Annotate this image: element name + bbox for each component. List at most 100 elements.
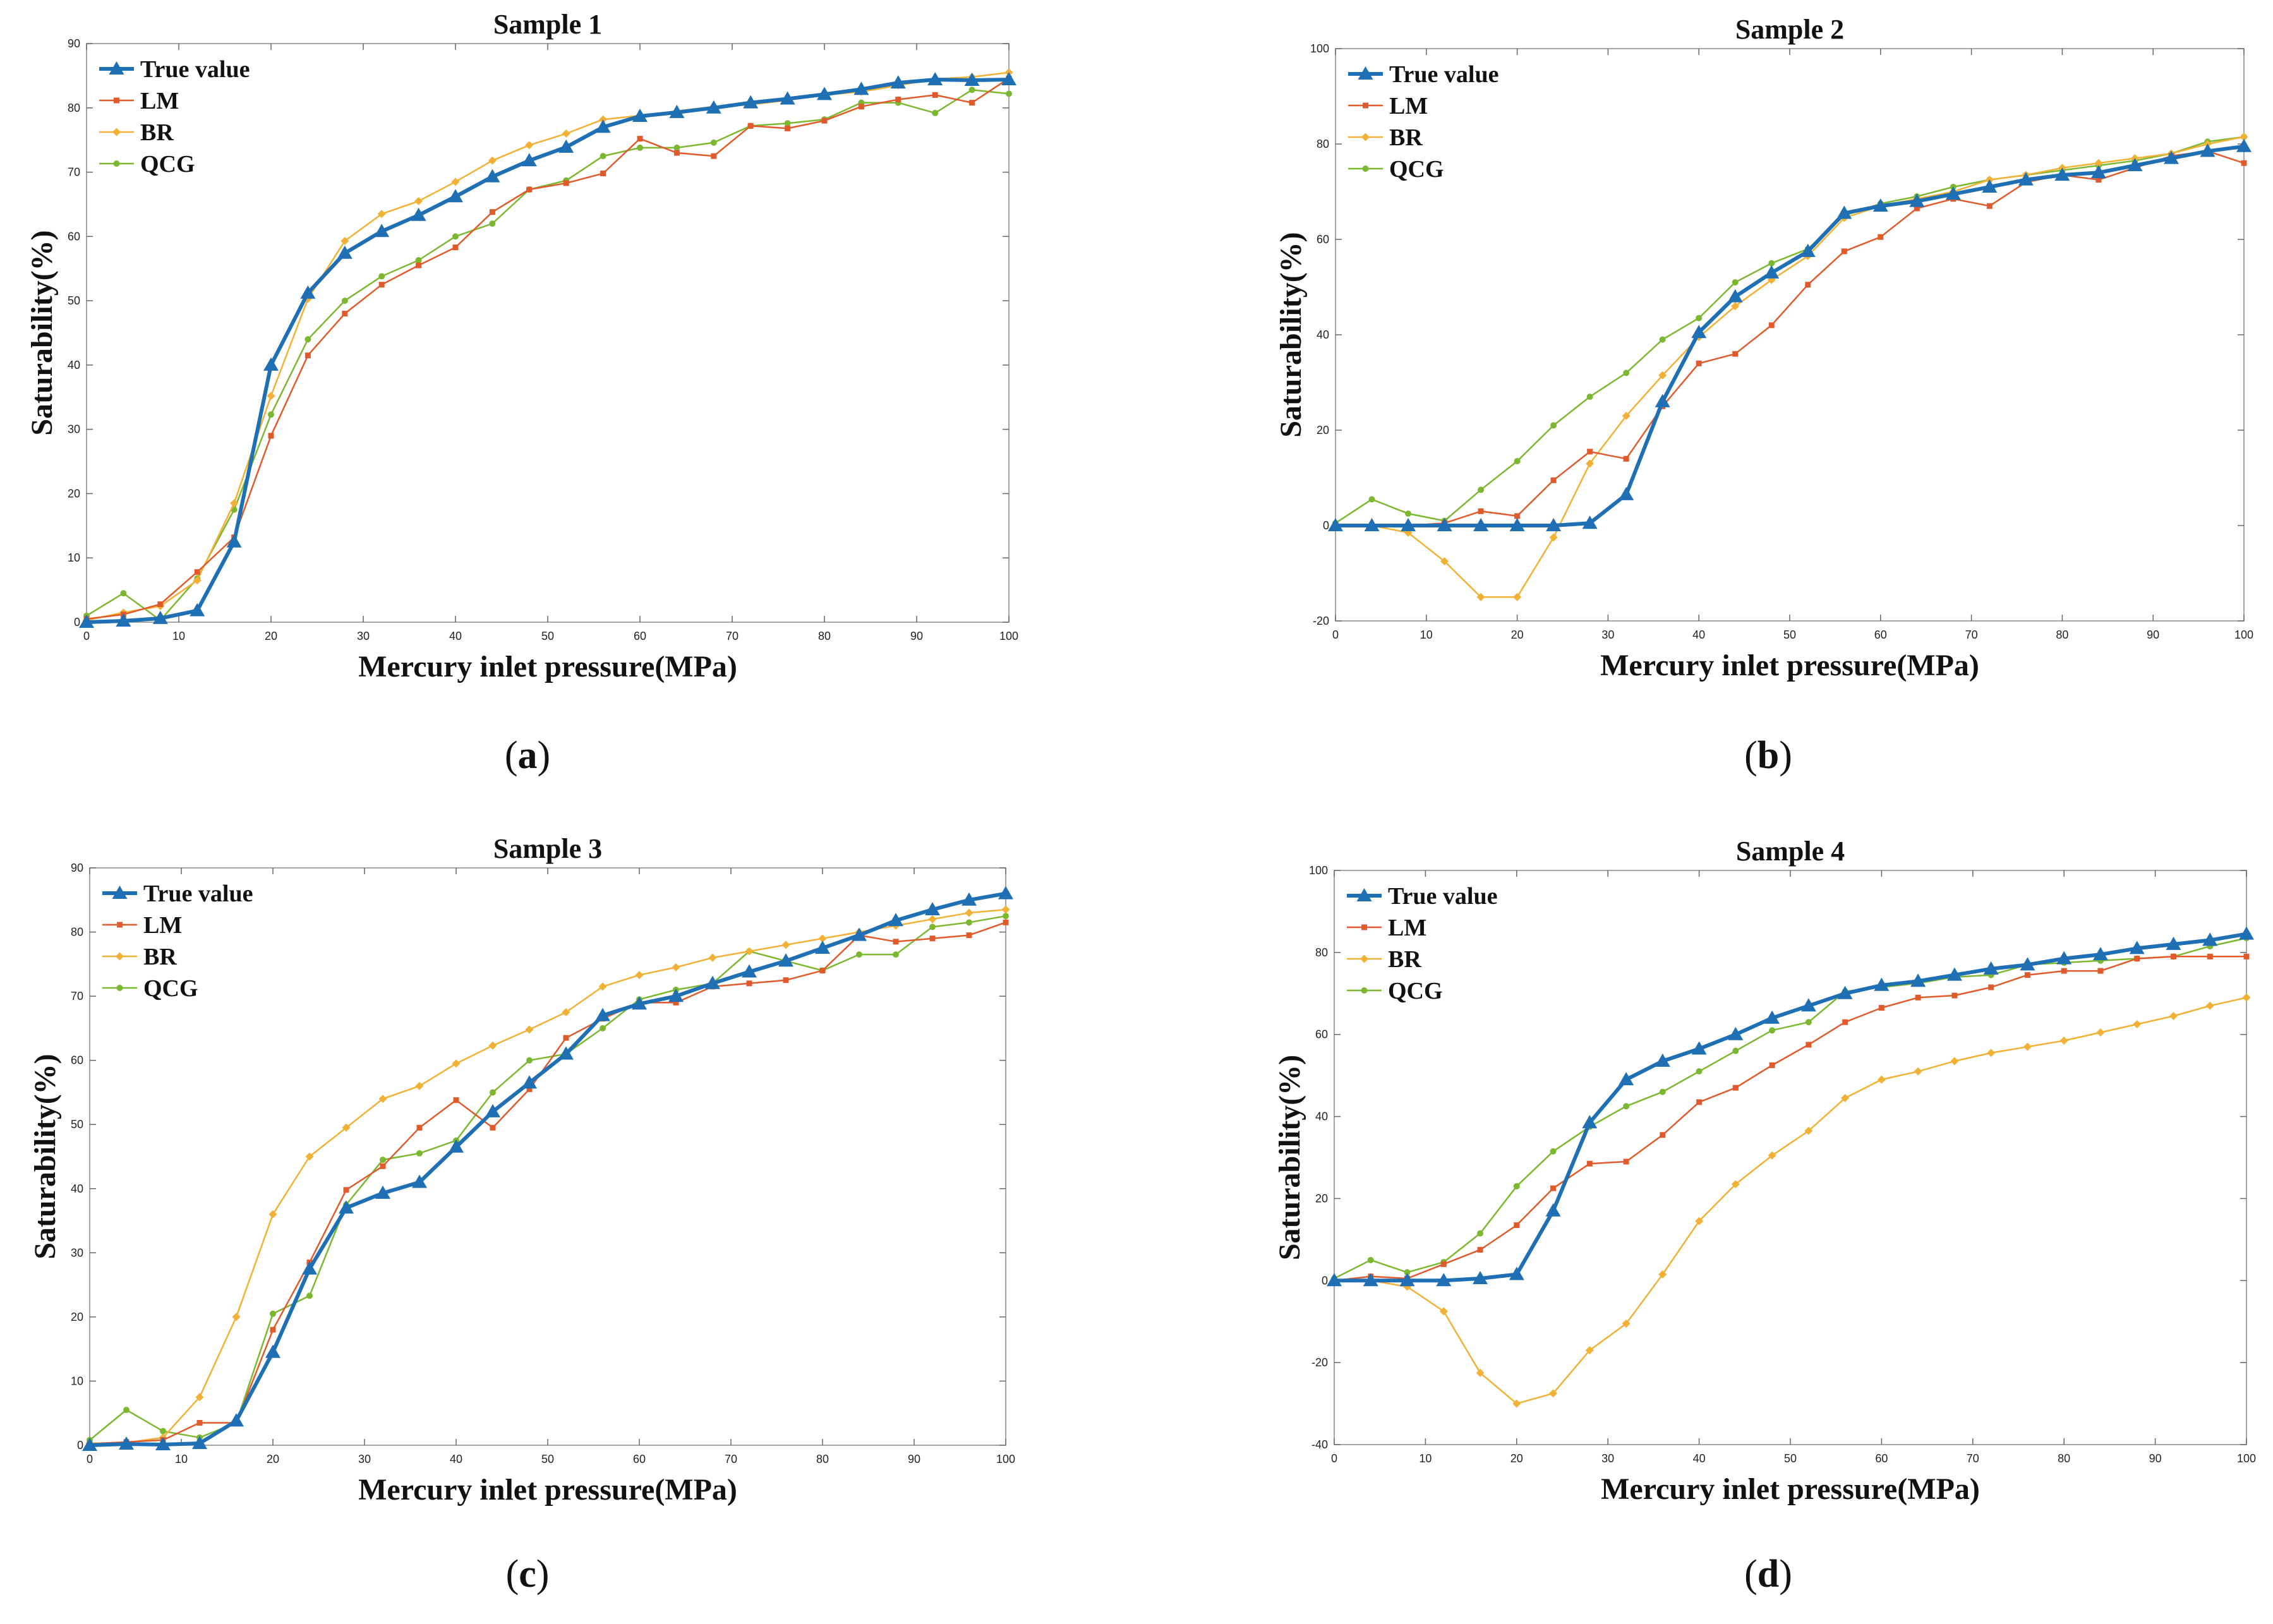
data-point	[969, 100, 975, 106]
data-point	[710, 139, 717, 146]
data-point	[2200, 143, 2216, 157]
data-point	[1549, 1389, 1558, 1398]
data-point	[119, 1436, 134, 1450]
chart-panel-1: 0 10 20 30 40 50 60 70 80 90 100 0 10 20 30 40 50 60 70 80 9…	[25, 9, 1018, 777]
data-point	[263, 357, 279, 371]
data-point	[637, 136, 643, 142]
data-point	[928, 915, 937, 923]
series-true-value	[82, 886, 1013, 1451]
y-tick-label: 60	[1317, 233, 1329, 246]
data-point	[194, 569, 200, 575]
x-tick-label: 40	[1693, 1452, 1706, 1465]
x-axis-label: Mercury inlet pressure(MPa)	[358, 1473, 737, 1507]
data-point	[270, 1310, 276, 1317]
x-tick-label: 80	[2058, 1452, 2070, 1465]
data-point	[600, 171, 606, 177]
y-tick-label: -20	[1311, 1356, 1328, 1369]
data-point	[595, 119, 611, 133]
legend-marker	[1362, 165, 1369, 172]
data-point	[416, 262, 422, 268]
data-point	[2205, 1001, 2214, 1010]
data-point	[1915, 994, 1921, 1001]
series-true-value	[79, 71, 1016, 628]
data-point	[1477, 1230, 1484, 1237]
data-point	[1364, 518, 1380, 531]
x-tick-label: 70	[726, 630, 739, 642]
data-point	[1659, 336, 1666, 343]
data-point	[2092, 947, 2108, 961]
data-point	[123, 1407, 130, 1414]
data-point	[1367, 1256, 1374, 1263]
data-point	[1945, 186, 1961, 200]
data-point	[1659, 1088, 1666, 1095]
data-point	[1545, 1203, 1561, 1217]
x-tick-label: 30	[1601, 1452, 1614, 1465]
legend-marker	[113, 160, 120, 167]
data-point	[1546, 518, 1562, 531]
legend-marker	[114, 97, 119, 104]
data-point	[337, 245, 353, 259]
data-point	[1986, 203, 1993, 209]
data-point	[785, 125, 791, 131]
x-tick-label: 30	[358, 1453, 371, 1465]
data-point	[414, 196, 423, 205]
series-true-value	[1328, 138, 2252, 531]
legend: True value LM BR QCG	[102, 881, 253, 1002]
data-point	[964, 73, 980, 87]
data-point	[1874, 977, 1890, 991]
data-point	[708, 953, 717, 962]
data-point	[267, 392, 275, 400]
legend-label: BR	[1388, 946, 1421, 973]
data-point	[415, 1081, 424, 1090]
legend-marker	[109, 61, 124, 75]
data-point	[673, 144, 680, 151]
data-point	[1328, 518, 1343, 531]
data-point	[526, 1057, 533, 1064]
data-point	[2169, 1011, 2178, 1020]
data-point	[853, 81, 869, 95]
y-tick-label: 80	[71, 926, 83, 939]
data-point	[1731, 302, 1740, 311]
series-line	[89, 891, 1006, 1447]
data-point	[2170, 953, 2176, 959]
data-point	[449, 1139, 464, 1153]
data-point	[1658, 371, 1667, 380]
y-tick-label: 80	[1315, 946, 1328, 959]
data-point	[116, 613, 131, 627]
data-point	[1658, 1270, 1667, 1279]
legend-marker	[1358, 66, 1373, 80]
legend-marker	[116, 952, 124, 961]
series-br	[1330, 993, 2251, 1408]
data-point	[1655, 1053, 1670, 1067]
data-point	[1586, 459, 1595, 468]
data-point	[268, 411, 274, 418]
data-point	[932, 92, 938, 98]
data-point	[1910, 973, 1926, 987]
data-point	[895, 97, 901, 103]
data-point	[673, 999, 679, 1006]
data-point	[485, 169, 500, 183]
data-point	[339, 1200, 354, 1214]
data-point	[637, 144, 643, 151]
data-point	[1764, 1010, 1780, 1024]
chart-title: Sample 2	[1735, 14, 1844, 45]
y-tick-label: 50	[68, 294, 80, 307]
data-point	[1586, 394, 1593, 400]
data-point	[1727, 289, 1743, 303]
data-point	[304, 336, 311, 343]
data-point	[998, 886, 1013, 899]
data-point	[416, 1124, 423, 1131]
data-point	[1655, 394, 1670, 407]
panel-letter: a	[518, 734, 538, 777]
data-point	[1440, 557, 1449, 566]
data-point	[968, 87, 975, 93]
data-point	[599, 115, 608, 124]
data-point	[1732, 1085, 1739, 1091]
x-tick-label: 0	[1331, 1452, 1337, 1465]
data-point	[1582, 1115, 1598, 1129]
x-tick-label: 0	[87, 1453, 93, 1465]
data-point	[600, 153, 606, 160]
data-point	[632, 996, 647, 1010]
data-point	[2020, 957, 2035, 971]
data-point	[821, 117, 828, 124]
